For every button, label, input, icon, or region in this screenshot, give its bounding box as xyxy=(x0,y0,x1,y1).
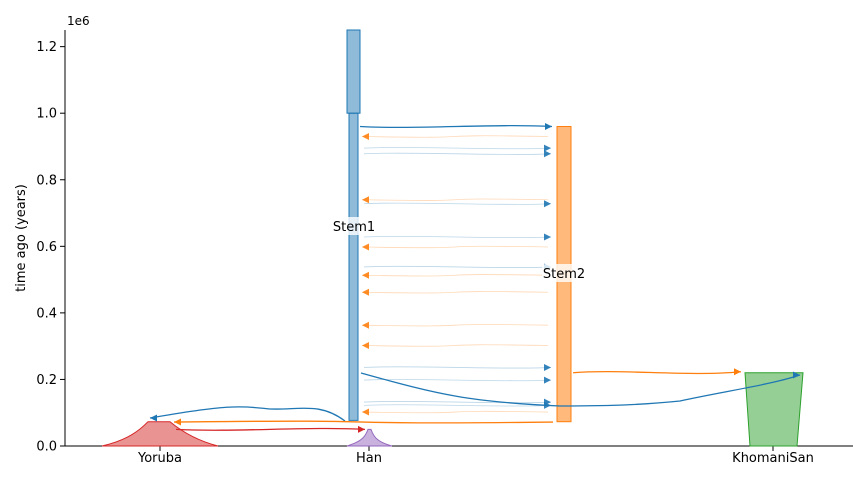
migration-flow xyxy=(363,404,552,407)
migration-flow xyxy=(363,366,552,369)
pulse-flow xyxy=(572,370,742,375)
migration-arrowhead xyxy=(362,408,369,416)
y-tick-label: 0.8 xyxy=(36,173,57,188)
migration-flow xyxy=(363,235,552,239)
migration-flow xyxy=(361,245,549,249)
y-tick-label: 0.0 xyxy=(36,440,57,455)
deme-stem1-ancient xyxy=(346,29,361,114)
ticks: 0.0 0.2 0.4 0.6 0.8 1.0 1.2 Yoruba Han KhomaniSan xyxy=(36,40,814,466)
x-tick-label: Yoruba xyxy=(137,451,182,466)
pulse-arrowhead xyxy=(358,425,365,433)
x-tick-label: Han xyxy=(356,451,382,466)
migration-arrowhead xyxy=(544,376,551,384)
migration-arrowhead xyxy=(544,144,551,152)
y-axis-label: time ago (years) xyxy=(14,184,29,292)
pulse-arrowhead xyxy=(793,371,800,379)
axes: 1e6 time ago (years) xyxy=(14,14,853,447)
migration-flow xyxy=(361,344,549,347)
stem1-label: Stem1 xyxy=(333,220,375,235)
migration-flow xyxy=(361,135,549,138)
pulse-arrowhead xyxy=(734,368,741,376)
y-tick-label: 0.2 xyxy=(36,373,57,388)
pulse-arrowhead xyxy=(150,414,157,422)
migration-arrowhead xyxy=(362,243,369,251)
migration-flow xyxy=(363,265,552,269)
migration-arrowhead xyxy=(544,150,551,158)
y-tick-label: 1.0 xyxy=(36,107,57,122)
migration-arrowhead xyxy=(362,196,369,204)
migration-flow xyxy=(363,202,552,205)
deme-labels: Stem1 Stem2 xyxy=(332,217,586,282)
deme-yoruba xyxy=(101,421,219,447)
migration-arrowhead xyxy=(362,341,369,349)
migration-flow xyxy=(361,274,549,277)
pulse-flow xyxy=(173,420,554,424)
y-offset-label: 1e6 xyxy=(67,14,90,28)
y-tick-label: 0.6 xyxy=(36,240,57,255)
deme-khomanisan xyxy=(744,372,804,447)
migration-flow xyxy=(363,147,552,150)
migration-flow xyxy=(363,400,552,404)
migration-arrowhead xyxy=(362,132,369,140)
migration-arrowhead xyxy=(544,233,551,241)
migration-arrowhead xyxy=(362,271,369,279)
migration-flow xyxy=(363,152,552,155)
x-tick-label: KhomaniSan xyxy=(732,451,814,466)
deme-stem1 xyxy=(348,112,359,421)
stem1-label-bg xyxy=(332,217,376,235)
migration-flow xyxy=(361,324,549,327)
migration-arrowhead xyxy=(362,288,369,296)
pulse-flow xyxy=(360,372,801,407)
migration-arrowhead xyxy=(544,200,551,208)
migration-flow xyxy=(361,198,549,201)
flows xyxy=(149,123,801,433)
stem2-label-bg xyxy=(542,264,586,282)
deme-han xyxy=(346,428,393,447)
pulse-flow xyxy=(359,124,553,129)
pulse-flow xyxy=(175,427,366,431)
migration-flow xyxy=(361,410,549,414)
pulse-flow xyxy=(149,406,346,422)
stem2-label: Stem2 xyxy=(543,267,585,282)
demes xyxy=(101,29,804,447)
migration-arrowhead xyxy=(362,321,369,329)
y-tick-label: 1.2 xyxy=(36,40,57,55)
migration-flow xyxy=(361,291,549,294)
pulse-arrowhead xyxy=(174,418,181,426)
migration-flow xyxy=(363,378,552,382)
y-tick-label: 0.4 xyxy=(36,306,57,321)
pulse-arrowhead xyxy=(545,123,552,131)
migration-arrowhead xyxy=(544,363,551,371)
